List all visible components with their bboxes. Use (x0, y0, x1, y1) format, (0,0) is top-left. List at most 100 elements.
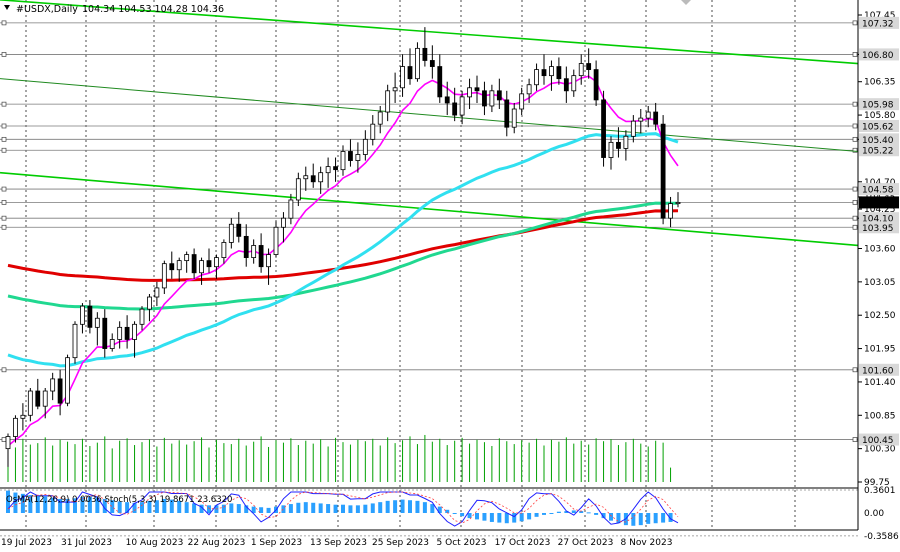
level-tag (859, 144, 899, 157)
osma-bar (207, 505, 211, 513)
osma-bar (169, 499, 174, 513)
level-marker (852, 147, 858, 153)
level-tag-label: 103.95 (862, 224, 894, 234)
candle-body (176, 260, 182, 271)
candle-body (5, 436, 11, 450)
level-marker (852, 123, 858, 129)
level-marker (852, 52, 858, 57)
price-tick-label: 106.35 (864, 78, 896, 88)
osma-bar (668, 513, 673, 522)
level-tag-label: 105.40 (862, 136, 894, 146)
price-tick-label: 103.05 (864, 278, 896, 288)
osma-bar (177, 500, 182, 513)
osma-bar (341, 504, 345, 513)
candle-body (645, 111, 651, 119)
level-tag (859, 133, 899, 146)
shift-marker-icon[interactable] (681, 0, 691, 5)
osma-bar (251, 506, 256, 513)
osma-bar (452, 513, 457, 514)
osma-bar (50, 497, 55, 513)
level-tag-label: 106.80 (862, 51, 894, 61)
osc-tick-label: 0.00 (864, 509, 884, 519)
candle-body (139, 308, 145, 325)
level-marker (1, 52, 7, 57)
osma-bar (296, 502, 301, 513)
date-label: 8 Nov 2023 (621, 538, 673, 548)
candle-body (258, 245, 264, 268)
candle-body (132, 323, 137, 340)
candle-body (94, 317, 100, 328)
candle-body (355, 154, 361, 161)
osma-bar (497, 513, 502, 523)
level-marker (1, 101, 7, 107)
osma-bar (125, 502, 130, 513)
date-label: 5 Oct 2023 (437, 538, 487, 548)
level-marker (1, 20, 7, 26)
osma-bar (184, 502, 189, 513)
level-marker (1, 437, 7, 442)
osma-bar (638, 513, 643, 526)
osma-bar (80, 497, 85, 513)
osma-bar (154, 500, 159, 513)
price-tick-label: 105.80 (864, 111, 896, 121)
candle-body (340, 151, 346, 171)
candle-body (496, 90, 502, 101)
symbol-label: #USDX,Daily (16, 4, 78, 15)
price-tick-label: 104.25 (864, 205, 896, 215)
osma-bar (73, 498, 77, 513)
date-label: 13 Sep 2023 (310, 538, 367, 548)
osma-bar (35, 495, 40, 513)
osma-bar (102, 498, 107, 513)
candle-body (482, 90, 487, 107)
candle-body (273, 226, 279, 255)
osma-bar (519, 513, 524, 522)
osma-bar (87, 496, 92, 513)
candle-body (616, 141, 621, 149)
candle-body (556, 66, 562, 80)
ema-line (7, 209, 679, 282)
candle-body (42, 390, 48, 407)
osma-bar (326, 504, 331, 513)
price-tick-label: 102.50 (864, 311, 896, 321)
date-label: 1 Sep 2023 (251, 538, 302, 548)
level-marker (852, 367, 858, 373)
level-tag-label: 104.58 (862, 186, 894, 196)
candle-body (452, 102, 458, 116)
level-tag-label: 104.10 (862, 215, 894, 225)
candle-body (288, 199, 294, 219)
level-tag-label: 105.98 (862, 101, 894, 111)
candle-body (467, 87, 472, 98)
osma-bar (534, 513, 539, 517)
candle-body (511, 108, 517, 128)
candle-body (422, 47, 428, 61)
date-label: 27 Oct 2023 (558, 538, 614, 548)
osma-bar (422, 502, 427, 513)
candle-body (57, 378, 63, 404)
level-tag-label: 107.32 (862, 19, 894, 29)
level-marker (852, 224, 858, 230)
osc-tick-label: 0.3601 (864, 486, 896, 496)
candle-body (50, 378, 56, 392)
osma-bar (303, 502, 308, 513)
candle-body (251, 245, 257, 258)
chart-header: #USDX,Daily 104.34 104.53 104.28 104.36 (4, 0, 691, 15)
candle-body (549, 66, 554, 77)
caret-down-icon[interactable] (4, 5, 10, 10)
candlesticks (5, 27, 681, 467)
channel-line (0, 0, 859, 65)
osma-bar (475, 513, 479, 520)
candle-body (653, 111, 659, 125)
date-label: 31 Jul 2023 (61, 538, 112, 548)
price-tick-label: 100.30 (864, 445, 896, 455)
candle-body (474, 87, 480, 92)
osma-bar (43, 496, 48, 513)
level-marker (852, 101, 858, 107)
level-marker (1, 147, 7, 153)
level-marker (852, 136, 858, 142)
candle-body (27, 390, 33, 416)
osma-bar (579, 511, 584, 513)
level-tag-label: 104.36 (862, 199, 894, 209)
price-tick-label: 100.85 (864, 411, 896, 421)
candle-body (534, 69, 539, 86)
